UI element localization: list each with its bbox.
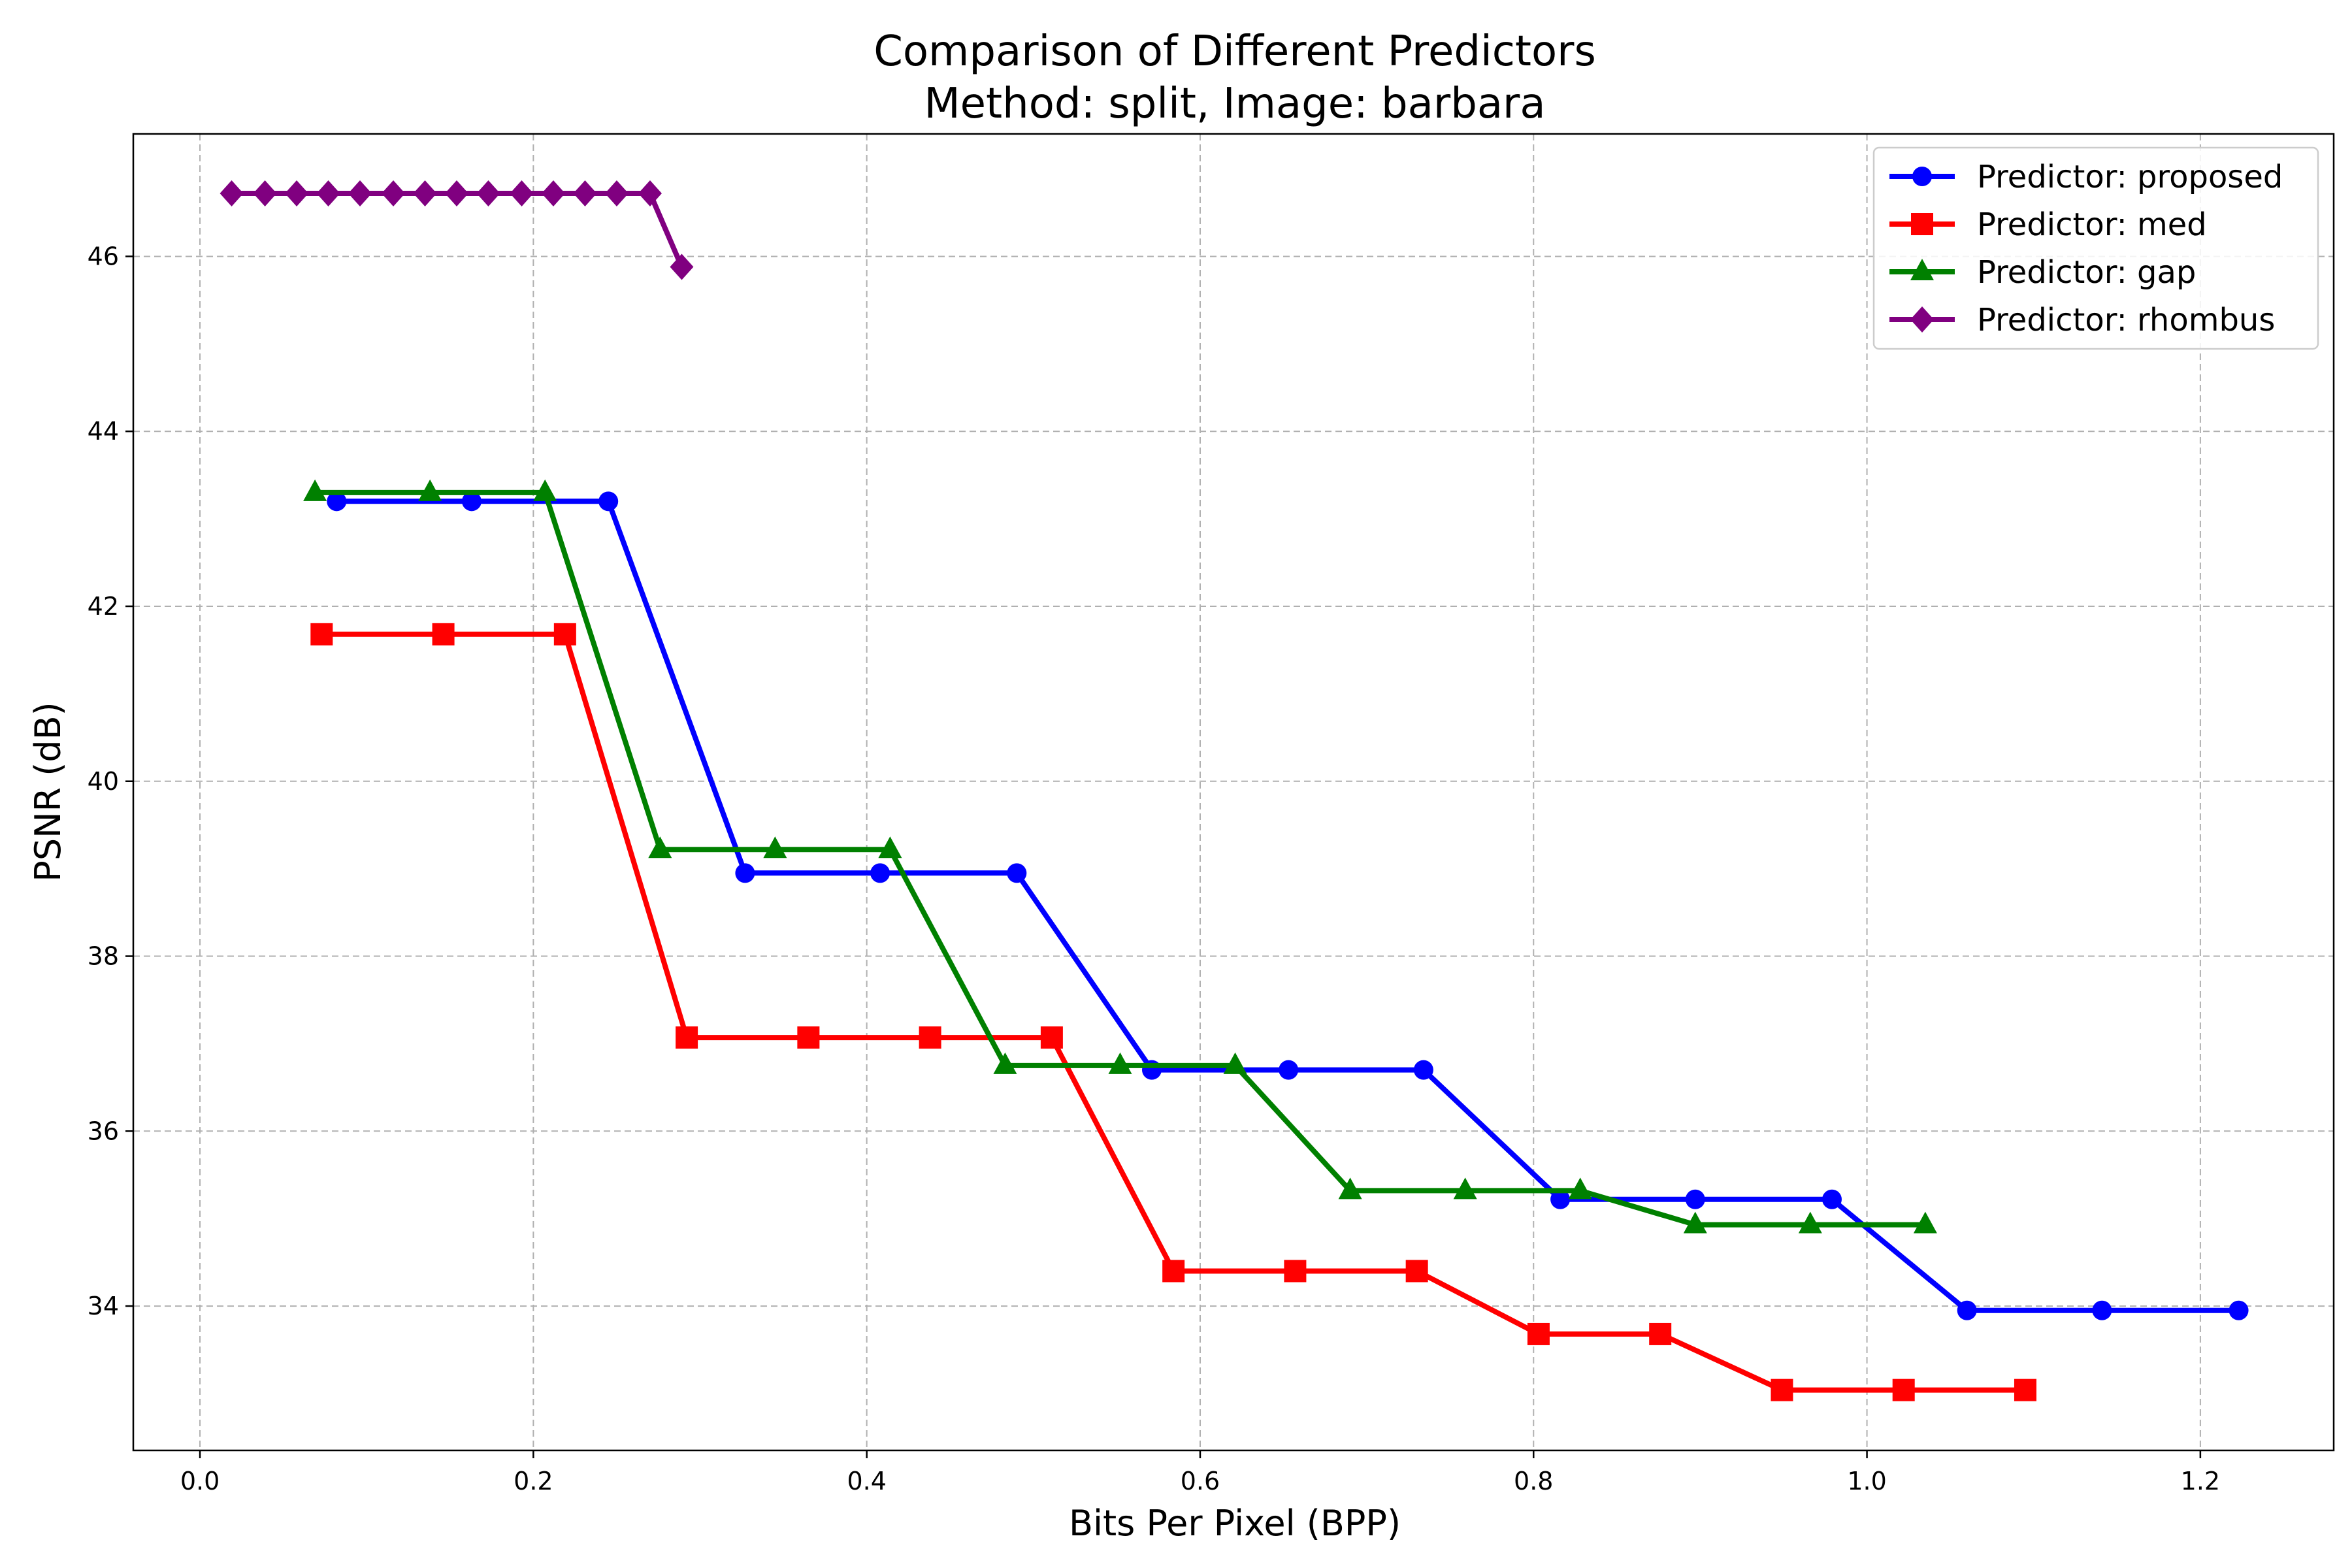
data-point-med bbox=[2014, 1379, 2036, 1401]
data-point-rhombus bbox=[413, 180, 437, 207]
data-point-med bbox=[1040, 1026, 1063, 1049]
legend-label-proposed: Predictor: proposed bbox=[1977, 159, 2283, 195]
chart-title: Comparison of Different Predictors bbox=[874, 27, 1596, 76]
data-point-rhombus bbox=[476, 180, 500, 207]
plot-area-frame bbox=[132, 133, 2335, 1452]
y-tick-label: 44 bbox=[88, 417, 119, 446]
x-tick-label: 0.2 bbox=[514, 1467, 553, 1495]
data-point-med bbox=[676, 1026, 698, 1049]
data-point-med bbox=[432, 623, 455, 645]
data-point-med bbox=[1405, 1260, 1428, 1282]
data-point-gap bbox=[1568, 1177, 1592, 1200]
data-point-rhombus bbox=[220, 180, 244, 207]
x-tick-label: 0.6 bbox=[1181, 1467, 1220, 1495]
data-point-gap bbox=[1798, 1211, 1822, 1233]
legend-swatch-marker-proposed bbox=[1912, 167, 1932, 186]
data-point-gap bbox=[533, 479, 557, 501]
series-proposed bbox=[327, 491, 2249, 1320]
data-point-gap bbox=[1108, 1052, 1132, 1074]
x-tick-label: 0.8 bbox=[1514, 1467, 1553, 1495]
y-tick-label: 46 bbox=[88, 242, 119, 270]
data-point-rhombus bbox=[253, 180, 277, 207]
y-tick-label: 38 bbox=[88, 942, 119, 971]
x-tick-label: 0.4 bbox=[847, 1467, 886, 1495]
series-gap bbox=[303, 479, 1937, 1233]
data-point-med bbox=[1892, 1379, 1915, 1401]
legend: Predictor: proposed Predictor: med Predict… bbox=[1872, 146, 2319, 350]
data-point-med bbox=[919, 1026, 941, 1049]
data-point-rhombus bbox=[670, 253, 694, 280]
series-rhombus bbox=[220, 180, 694, 280]
y-tick-label: 34 bbox=[88, 1292, 119, 1320]
data-point-proposed bbox=[461, 491, 482, 512]
data-point-proposed bbox=[1821, 1189, 1842, 1209]
x-tick-label: 0.0 bbox=[180, 1467, 220, 1495]
data-point-med bbox=[310, 623, 333, 645]
data-point-proposed bbox=[870, 863, 890, 883]
data-point-proposed bbox=[1957, 1300, 1977, 1320]
data-point-rhombus bbox=[348, 180, 372, 207]
data-point-proposed bbox=[1550, 1189, 1571, 1209]
data-point-gap bbox=[1913, 1211, 1937, 1233]
data-point-med bbox=[797, 1026, 820, 1049]
data-point-gap bbox=[1683, 1211, 1707, 1233]
legend-swatch-marker-rhombus bbox=[1910, 306, 1934, 333]
x-tick-label: 1.0 bbox=[1847, 1467, 1886, 1495]
data-point-proposed bbox=[1007, 863, 1027, 883]
data-point-rhombus bbox=[541, 180, 565, 207]
data-point-med bbox=[1284, 1260, 1307, 1282]
data-point-rhombus bbox=[382, 180, 406, 207]
axis-ticks: 0.0 0.2 0.4 0.6 0.8 1.0 1.2 34 36 38 40 42 44 46 bbox=[88, 242, 2220, 1495]
data-point-gap bbox=[418, 479, 442, 501]
data-point-proposed bbox=[2229, 1300, 2249, 1320]
data-point-proposed bbox=[1279, 1060, 1299, 1080]
data-point-proposed bbox=[327, 491, 347, 512]
data-point-proposed bbox=[2092, 1300, 2112, 1320]
data-point-proposed bbox=[598, 491, 619, 512]
legend-swatch-marker-gap bbox=[1910, 259, 1934, 280]
data-point-proposed bbox=[1413, 1060, 1433, 1080]
data-point-med bbox=[1649, 1322, 1672, 1345]
data-point-gap bbox=[648, 836, 672, 858]
data-point-gap bbox=[1453, 1177, 1477, 1200]
x-tick-label: 1.2 bbox=[2181, 1467, 2220, 1495]
data-point-gap bbox=[1223, 1052, 1247, 1074]
data-point-gap bbox=[303, 479, 327, 501]
legend-label-gap: Predictor: gap bbox=[1977, 254, 2196, 291]
data-point-rhombus bbox=[316, 180, 340, 207]
data-point-med bbox=[1771, 1379, 1793, 1401]
y-tick-label: 40 bbox=[88, 767, 119, 796]
legend-label-med: Predictor: med bbox=[1977, 206, 2207, 243]
data-point-gap bbox=[763, 836, 787, 858]
data-point-rhombus bbox=[444, 180, 468, 207]
data-point-proposed bbox=[1685, 1189, 1705, 1209]
y-tick-label: 42 bbox=[88, 592, 119, 621]
data-point-gap bbox=[1338, 1177, 1362, 1200]
data-point-gap bbox=[878, 836, 902, 858]
data-point-gap bbox=[993, 1052, 1017, 1074]
data-point-rhombus bbox=[604, 180, 629, 207]
chart-subtitle: Method: split, Image: barbara bbox=[924, 80, 1545, 128]
data-point-rhombus bbox=[638, 180, 662, 207]
legend-label-rhombus: Predictor: rhombus bbox=[1977, 302, 2275, 338]
plot-series bbox=[220, 180, 2249, 1401]
data-point-med bbox=[553, 623, 576, 645]
data-point-rhombus bbox=[573, 180, 597, 207]
data-point-rhombus bbox=[510, 180, 534, 207]
series-med bbox=[310, 623, 2036, 1401]
y-tick-label: 36 bbox=[88, 1117, 119, 1145]
y-axis-label: PSNR (dB) bbox=[27, 702, 69, 881]
data-point-med bbox=[1162, 1260, 1185, 1282]
data-point-rhombus bbox=[285, 180, 309, 207]
x-axis-label: Bits Per Pixel (BPP) bbox=[1069, 1503, 1401, 1544]
legend-box bbox=[1872, 146, 2319, 350]
data-point-med bbox=[1527, 1322, 1550, 1345]
data-point-proposed bbox=[735, 863, 755, 883]
legend-swatch-marker-med bbox=[1911, 213, 1933, 235]
